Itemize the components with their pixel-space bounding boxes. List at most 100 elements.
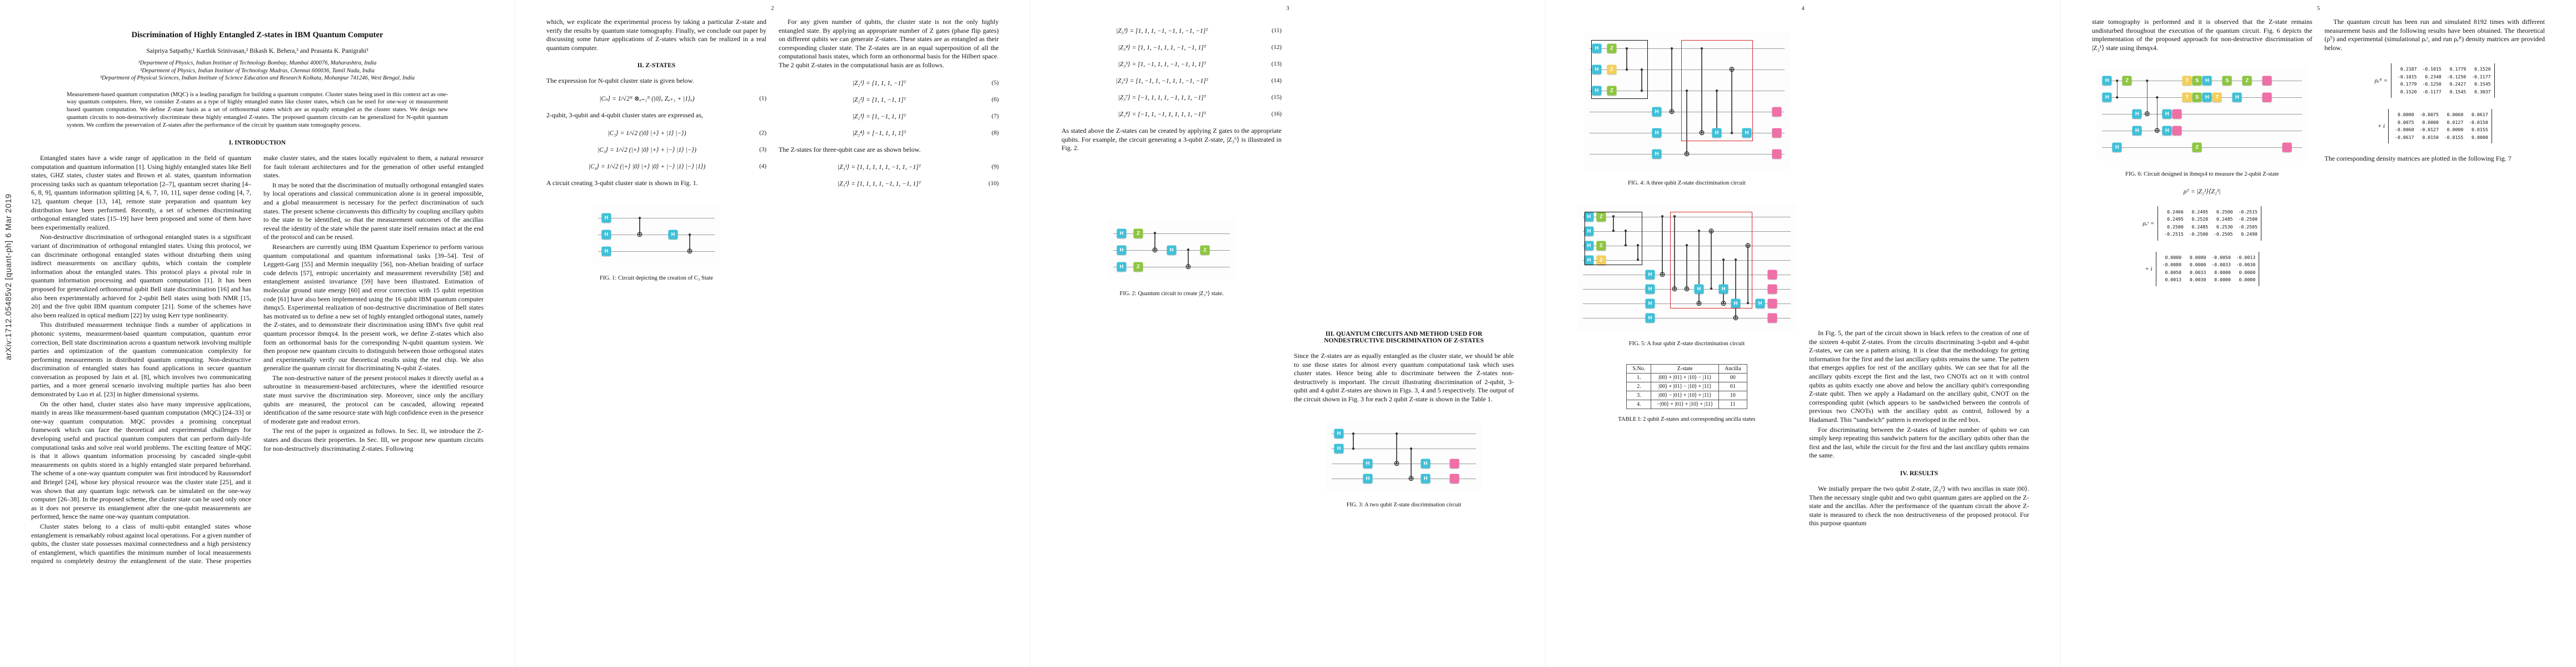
section-heading-z-states: II. Z-STATES [637, 62, 676, 69]
equation-number: (11) [1272, 27, 1282, 34]
page-number: 4 [1801, 6, 1805, 12]
equation-body: |Z₃⁶⟩ = [1, −1, 1, −1, 1, 1, −1, −1]ᵀ [1115, 78, 1209, 84]
figure-3: ● ● ● ⊕ ● ⊕ H H H H H H FIG. 3: A two qubit Z-state… [1294, 420, 1514, 509]
equation-number: (5) [991, 79, 999, 86]
table-cell: 10 [1718, 391, 1747, 400]
equation-body: |Z₂²⟩ = [1, 1, −1, 1]ᵀ [852, 96, 906, 103]
paragraph: We initially prepare the two qubit Z-sta… [1809, 484, 2029, 527]
paragraph: The quantum circuit has been run and sim… [2324, 18, 2545, 52]
paragraph: A circuit creating 3-qubit cluster state… [546, 178, 698, 187]
author-list: Saipriya Satpathy,¹ Karthik Srinivasan,²… [146, 48, 368, 54]
table-cell: 2. [1626, 382, 1652, 391]
density-matrix-sim-real: ρₑˢ = 0.2466 0.2495 0.2500 -0.2515 0.249… [2092, 206, 2313, 241]
intro-paragraph: Researchers are currently using IBM Quan… [263, 242, 484, 372]
intro-paragraph: Entangled states have a wide range of ap… [31, 154, 251, 231]
matrix-label: + i [2377, 123, 2385, 130]
equation-10: |Z₃²⟩ = [1, 1, 1, 1, −1, 1, −1, 1]ᵀ (10) [779, 180, 999, 187]
figure-3-circuit: ● ● ● ⊕ ● ⊕ H H H H H H [1326, 420, 1482, 492]
equation-body: ρᵀ = |Z₂¹⟩⟨Z₂¹| [2184, 188, 2221, 195]
equation-number: (12) [1271, 44, 1282, 51]
arxiv-watermark: arXiv:1712.05485v2 [quant-ph] 6 Mar 2019 [4, 193, 13, 360]
figure-1-caption: FIG. 1: Circuit depicting the creation o… [600, 275, 713, 282]
page-3: 3 |Z₃³⟩ = [1, 1, 1, −1, −1, 1, −1, −1]ᵀ … [1030, 0, 1546, 667]
density-matrix-run-real: ρₑᴿ = 0.2187 -0.1015 0.1779 0.1520 -0.10… [2325, 63, 2545, 98]
table-row: 1. |00⟩ + |01⟩ + |10⟩ − |11⟩ 00 [1626, 373, 1747, 382]
matrix-values: 0.0000 -0.0075 0.0060 0.0617 0.0075 0.00… [2388, 109, 2492, 144]
table-cell: −|00⟩ + |01⟩ + |10⟩ + |11⟩ [1651, 400, 1720, 409]
column-whitespace [1809, 18, 2029, 329]
matrix-values: 0.0000 0.0080 -0.0050 -0.0013 -0.0080 0.… [2155, 251, 2260, 286]
figure-2-circuit: ● ⊕ ● ⊕ H H H Z Z H Z [1108, 219, 1235, 281]
page-number: 3 [1286, 6, 1289, 12]
figure-1-circuit: ● ⊕ ● ⊕ H H H H [592, 204, 720, 266]
equation-body: |Z₃⁴⟩ = [1, 1, −1, 1, 1, −1, −1, 1]ᵀ [1118, 44, 1207, 51]
page5-left-column: state tomography is performed and it is … [2092, 18, 2313, 297]
paragraph: For discriminating between the Z-states … [1809, 425, 2029, 460]
equation-body: |Z₃³⟩ = [1, 1, 1, −1, −1, 1, −1, −1]ᵀ [1116, 28, 1208, 34]
matrix-values: 0.2466 0.2495 0.2500 -0.2515 0.2495 0.25… [2158, 206, 2261, 241]
paragraph: In Fig. 5, the part of the circuit shown… [1809, 329, 2029, 424]
paragraph: state tomography is performed and it is … [2092, 18, 2313, 52]
figure-5-caption: FIG. 5: A four qubit Z-state discriminat… [1628, 340, 1745, 347]
equation-8: |Z₂⁴⟩ = [−1, 1, 1, 1]ᵀ (8) [779, 129, 999, 137]
equation-rho-theoretical: ρᵀ = |Z₂¹⟩⟨Z₂¹| [2092, 187, 2313, 195]
matrix-label: ρₑᴿ = [2374, 77, 2388, 84]
density-matrix-run-imag: + i 0.0000 -0.0075 0.0060 0.0617 0.0075 … [2325, 109, 2545, 144]
equation-number: (16) [1271, 111, 1282, 117]
page4-right-column: In Fig. 5, the part of the circuit shown… [1809, 18, 2029, 529]
equation-body: |C₄⟩ = 1/√2 (|+⟩ |0⟩ |+⟩ |0⟩ + |−⟩ |1⟩ |… [588, 163, 706, 170]
intro-paragraph: The non-destructive nature of the presen… [263, 374, 484, 425]
intro-paragraph: This distributed measurement technique f… [31, 321, 251, 399]
equation-9: |Z₃¹⟩ = [1, 1, 1, 1, 1, −1, 1, −1]ᵀ (9) [779, 163, 999, 171]
equation-number: (6) [991, 96, 999, 103]
page3-right-column: III. QUANTUM CIRCUITS AND METHOD USED FO… [1294, 18, 1514, 515]
equation-1: |Cₙ⟩ = 1/√2ᴺ ⊗ₐ₌₁ᴺ (|0⟩ₐ Zₐ₊₁ + |1⟩ₐ) (1… [546, 94, 766, 102]
figure-3-caption: FIG. 3: A two qubit Z-state discriminati… [1346, 501, 1462, 508]
figure-2: ● ⊕ ● ⊕ H H H Z Z H Z FIG. 2: Quantum circuit to c… [1062, 219, 1282, 298]
page-number: 2 [771, 6, 774, 12]
equation-14: |Z₃⁶⟩ = [1, −1, 1, −1, 1, 1, −1, −1]ᵀ (1… [1062, 77, 1282, 84]
equation-body: |Cₙ⟩ = 1/√2ᴺ ⊗ₐ₌₁ᴺ (|0⟩ₐ Zₐ₊₁ + |1⟩ₐ) [599, 95, 695, 102]
intro-paragraph: On the other hand, cluster states also h… [31, 400, 251, 521]
figure-2-caption: FIG. 2: Quantum circuit to create |Z₃⁶⟩ … [1119, 290, 1224, 297]
equation-number: (15) [1271, 94, 1282, 101]
equation-body: |C₃⟩ = 1/√2 (|+⟩ |0⟩ |+⟩ + |−⟩ |1⟩ |−⟩) [597, 146, 696, 153]
page-number: 5 [2316, 6, 2320, 12]
equation-body: |Z₃⁵⟩ = [1, −1, 1, 1, −1, −1, 1, 1]ᵀ [1118, 61, 1207, 68]
density-matrix-sim-imag: + i 0.0000 0.0080 -0.0050 -0.0013 -0.008… [2092, 251, 2313, 286]
affiliation-1: ¹Department of Physics, Indian Institute… [138, 60, 377, 66]
table-1-caption: TABLE I: 2 qubit Z-states and correspond… [1618, 416, 1756, 422]
introduction-body: Entangled states have a wide range of ap… [31, 154, 484, 574]
page3-left-column: |Z₃³⟩ = [1, 1, 1, −1, −1, 1, −1, −1]ᵀ (1… [1062, 18, 1282, 515]
table-cell: 00 [1718, 373, 1747, 382]
page-1: arXiv:1712.05485v2 [quant-ph] 6 Mar 2019… [0, 0, 515, 667]
equation-16: |Z₃⁸⟩ = [−1, 1, −1, 1, 1, 1, 1, −1]ᵀ (16… [1062, 110, 1282, 118]
equation-7: |Z₂³⟩ = [1, −1, 1, 1]ᵀ (7) [779, 112, 999, 120]
table-cell: |00⟩ + |01⟩ − |10⟩ + |11⟩ [1651, 382, 1720, 391]
section-heading-results: IV. RESULTS [1900, 470, 1939, 477]
equation-number: (8) [991, 129, 999, 136]
paragraph: 2-qubit, 3-qubit and 4-qubit cluster sta… [546, 111, 703, 119]
table-row: 4. −|00⟩ + |01⟩ + |10⟩ + |11⟩ 11 [1626, 400, 1747, 409]
paragraph: The corresponding density matrices are p… [2324, 155, 2512, 163]
matrix-values: 0.2187 -0.1015 0.1779 0.1520 -0.1015 0.2… [2391, 63, 2495, 98]
figure-5-circuit: ● ● ● ● ● ● ● ⊕ ● ⊕ ● ⊕ ⊕ ● ● ⊕ ● ⊕ ⊕ ● ● ⊕ H H H H Z Z Z H H H H H H H H [1577, 203, 1796, 331]
figure-6: ● ● ● ⊕ ● ⊕ H H H Z H H H H T T S S Z H H T S H Z FIG. 6: Circui… [2092, 67, 2313, 178]
equation-number: (9) [991, 163, 999, 171]
equation-number: (10) [988, 180, 999, 187]
table-cell: 1. [1626, 373, 1652, 382]
equation-number: (14) [1271, 77, 1282, 84]
equation-2: |C₂⟩ = 1/√2 (|0⟩ |+⟩ + |1⟩ |−⟩) (2) [546, 129, 766, 137]
page-2: 2 which, we explicate the experimental p… [515, 0, 1030, 667]
equation-13: |Z₃⁵⟩ = [1, −1, 1, 1, −1, −1, 1, 1]ᵀ (13… [1062, 60, 1282, 68]
equation-number: (7) [991, 112, 999, 120]
equation-3: |C₃⟩ = 1/√2 (|+⟩ |0⟩ |+⟩ + |−⟩ |1⟩ |−⟩) … [546, 146, 766, 153]
equation-number: (1) [759, 94, 766, 102]
matrix-label: + i [2145, 265, 2153, 272]
equation-body: |Z₃⁸⟩ = [−1, 1, −1, 1, 1, 1, 1, −1]ᵀ [1118, 111, 1207, 118]
intro-paragraph: It may be noted that the discrimination … [263, 181, 484, 241]
figure-6-caption: FIG. 6: Circuit designed in ibmqx4 to me… [2125, 171, 2279, 178]
